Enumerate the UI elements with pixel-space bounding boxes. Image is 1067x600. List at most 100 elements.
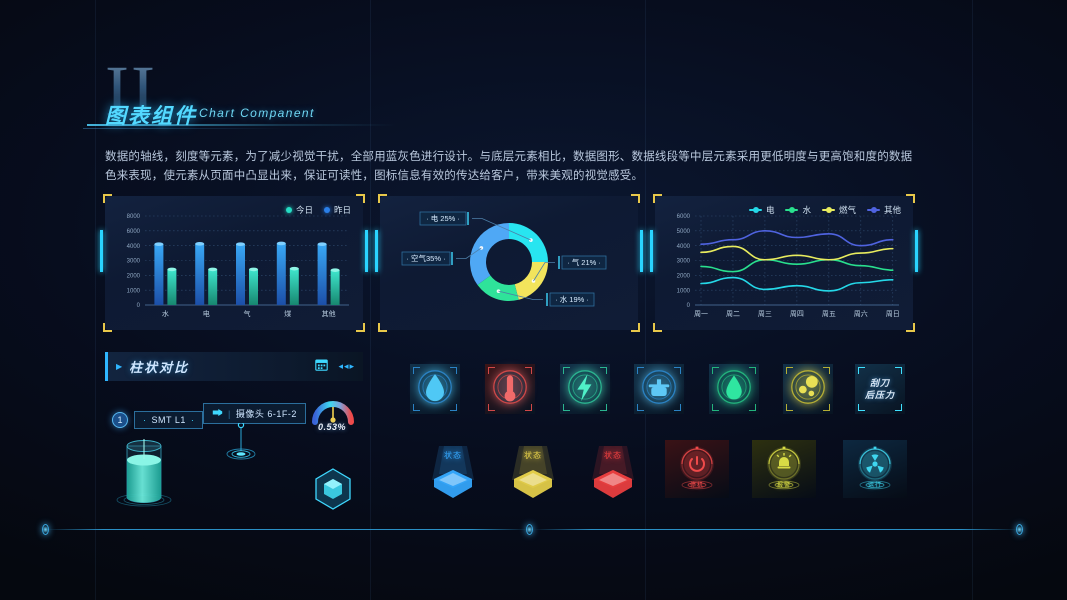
hex-cube-widget[interactable]	[314, 468, 352, 510]
donut-slice[interactable]	[470, 223, 509, 285]
corner-bracket	[637, 367, 644, 374]
corner-bracket	[637, 404, 644, 411]
status-beacon[interactable]: 状态	[502, 440, 564, 502]
line-x-tick: 周二	[726, 310, 740, 318]
corner-bracket	[653, 194, 662, 203]
legend-swatch	[866, 207, 880, 213]
line-series	[700, 258, 894, 273]
pressure-tile[interactable]: 刮刀 后压力	[855, 364, 905, 414]
corner-bracket	[103, 323, 112, 332]
lightning-icon[interactable]	[560, 364, 610, 414]
divider-node	[42, 524, 49, 535]
donut-slice[interactable]	[509, 223, 548, 262]
page-header: II 图表组件 Chart Companent	[83, 51, 515, 131]
bar-y-tick: 3000	[127, 259, 141, 265]
corner-bracket	[823, 367, 830, 374]
corner-bracket	[356, 194, 365, 203]
corner-bracket	[653, 323, 662, 332]
status-badge[interactable]: 运行	[843, 440, 907, 498]
accent-bar	[640, 230, 643, 272]
guide-line	[95, 0, 96, 600]
particles-icon[interactable]	[783, 364, 833, 414]
legend-swatch	[748, 207, 762, 213]
corner-bracket	[895, 367, 902, 374]
corner-bracket	[378, 323, 387, 332]
divider-line	[45, 529, 530, 530]
divider-line	[533, 529, 1020, 530]
water-drop-icon	[418, 369, 452, 404]
donut-slice[interactable]	[514, 262, 548, 300]
corner-bracket	[858, 404, 865, 411]
line-y-tick: 3000	[677, 259, 691, 265]
corner-bracket	[906, 323, 915, 332]
bar-x-tick: 其他	[322, 309, 336, 318]
calendar-icon[interactable]	[315, 358, 329, 376]
bar	[167, 269, 177, 305]
donut-callout: · 空气35% ·	[401, 247, 482, 266]
tank-icon[interactable]	[634, 364, 684, 414]
svg-text:· 空气35% ·: · 空气35% ·	[406, 253, 445, 263]
thermometer-icon[interactable]	[485, 364, 535, 414]
chevron-right-icon: ▶	[116, 362, 123, 371]
legend-item[interactable]: 燃气	[821, 204, 856, 216]
donut-callout: · 电 25% ·	[419, 211, 532, 241]
status-badge[interactable]: 停机	[665, 440, 729, 498]
camera-location-marker	[226, 423, 256, 460]
tank-icon	[642, 369, 676, 404]
leaf-drop-icon[interactable]	[709, 364, 759, 414]
bar	[208, 269, 218, 305]
corner-bracket	[413, 404, 420, 411]
line-series	[700, 276, 894, 292]
legend-item[interactable]: 其他	[866, 204, 901, 216]
legend-item[interactable]: 昨日	[323, 204, 351, 216]
status-beacon[interactable]: 状态	[582, 440, 644, 502]
status-badge[interactable]: 报警	[752, 440, 816, 498]
accent-bar	[100, 230, 103, 272]
alarm-icon	[767, 446, 801, 490]
bar-chart-card: 今日 昨日 0 1000 2000 3000 4000 6000 8000 水 电 气 煤 其他	[100, 194, 368, 332]
corner-bracket	[749, 367, 756, 374]
corner-bracket	[103, 194, 112, 203]
divider-node	[526, 524, 533, 535]
corner-bracket	[563, 367, 570, 374]
line-y-tick: 0	[687, 303, 691, 309]
legend-label: 其他	[883, 205, 901, 215]
legend-item[interactable]: 今日	[285, 204, 313, 216]
device-tag-smt[interactable]: · SMT L1 ·	[134, 411, 204, 429]
bar	[330, 270, 340, 305]
corner-bracket	[488, 367, 495, 374]
bar	[289, 268, 299, 305]
accent-bar	[365, 230, 368, 272]
donut-slice[interactable]	[477, 275, 519, 301]
legend-item[interactable]: 电	[748, 204, 774, 216]
corner-bracket	[525, 404, 532, 411]
bar	[154, 244, 164, 305]
legend-item[interactable]: 水	[785, 204, 811, 216]
bar-y-tick: 0	[137, 303, 141, 309]
line-chart-legend: 电 水 燃气 其他	[748, 204, 901, 216]
svg-text:· 水 19% ·: · 水 19% ·	[555, 294, 589, 304]
page-title: 图表组件	[105, 105, 197, 128]
gauge-value-label: 0.53%	[318, 422, 347, 432]
water-drop-icon[interactable]	[410, 364, 460, 414]
line-x-tick: 周日	[886, 310, 900, 318]
corner-bracket	[823, 404, 830, 411]
corner-bracket	[413, 367, 420, 374]
more-controls-icon[interactable]: ◂◂▸	[338, 361, 355, 371]
status-beacon[interactable]: 状态	[422, 440, 484, 502]
camera-tag[interactable]: | 摄像头 6-1F-2	[203, 403, 306, 424]
line-series	[700, 230, 894, 247]
hazard-icon	[858, 446, 892, 490]
svg-text:· 气 21% ·: · 气 21% ·	[567, 257, 601, 267]
line-series	[700, 245, 894, 261]
tile-text-line2: 后压力	[864, 390, 895, 400]
guide-line	[972, 0, 973, 600]
bar-y-tick: 2000	[127, 274, 141, 280]
line-chart-plot: 0 1000 2000 3000 4000 5000 6000 周一 周二 周三 周四 周五 周六 周日	[677, 214, 900, 318]
svg-text:· 电 25% ·: · 电 25% ·	[426, 213, 460, 223]
section-bar-bar-comparison[interactable]: ▶ 柱状对比 ◂◂▸	[105, 352, 363, 381]
camera-icon	[212, 408, 223, 419]
corner-bracket	[356, 323, 365, 332]
accent-bar	[650, 230, 653, 272]
